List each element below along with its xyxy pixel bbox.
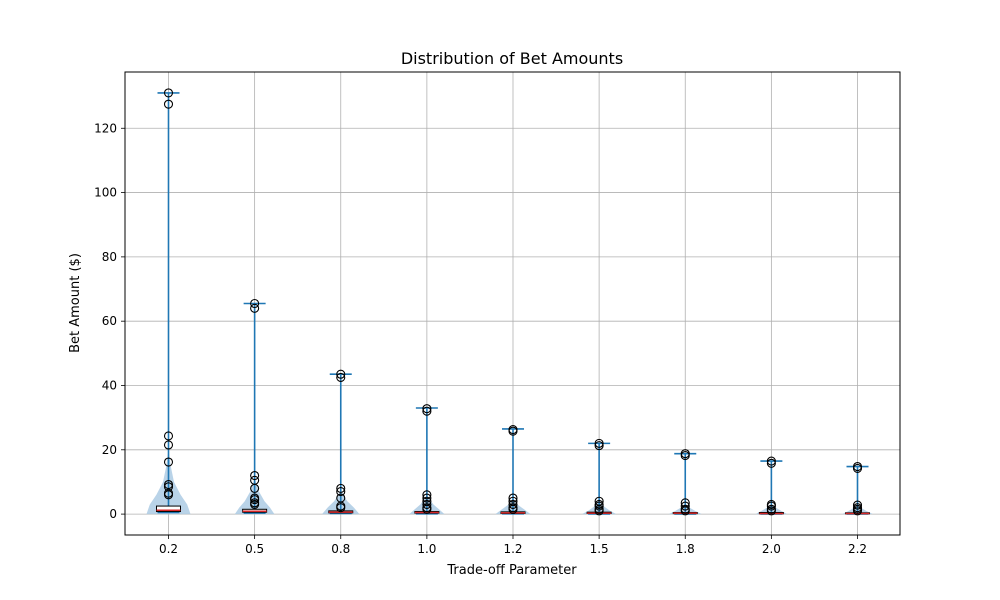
outlier-point — [594, 438, 604, 448]
outlier-point — [250, 493, 260, 503]
outlier-point — [163, 440, 174, 450]
x-tick-label: 1.0 — [417, 542, 436, 556]
x-tick-label: 2.2 — [848, 542, 867, 556]
outlier-point — [163, 482, 174, 492]
outlier-point — [336, 372, 346, 383]
box — [156, 505, 181, 513]
tick-layer: 0 20 40 60 80 100 120 0.2 0.5 0.8 1.0 1.2 1.5 1.8 2.0 2… — [94, 121, 867, 556]
outlier-point — [250, 470, 260, 481]
outlier-point — [422, 404, 432, 414]
outlier-point — [250, 303, 260, 313]
outlier-point — [163, 457, 174, 467]
outlier-point — [508, 493, 518, 503]
y-tick-label: 60 — [102, 314, 117, 328]
outlier-point — [422, 503, 432, 513]
y-tick-label: 40 — [102, 378, 117, 392]
outlier-point — [508, 499, 518, 510]
y-tick-label: 120 — [94, 121, 117, 135]
outlier-point — [766, 504, 776, 514]
box-layer — [156, 88, 870, 516]
y-axis-label: Bet Amount ($) — [68, 253, 83, 353]
outlier-point — [336, 369, 346, 379]
x-tick-label: 0.2 — [159, 542, 178, 556]
outlier-point — [250, 475, 260, 485]
outlier-point — [422, 499, 432, 510]
outlier-point — [594, 496, 604, 506]
outlier-point — [680, 498, 690, 508]
outlier-point — [250, 498, 260, 508]
outlier-point — [163, 431, 174, 441]
outlier-point — [508, 496, 518, 506]
outlier-point — [680, 501, 690, 511]
outlier-point — [766, 456, 776, 466]
outlier-point — [422, 406, 432, 416]
outlier-point — [163, 488, 174, 498]
y-tick-label: 20 — [102, 443, 117, 457]
outlier-point — [336, 493, 346, 503]
plot-frame — [124, 71, 901, 536]
outlier-point — [594, 499, 604, 510]
y-tick-label: 0 — [109, 507, 117, 521]
outlier-point — [422, 493, 432, 503]
outlier-point — [508, 503, 518, 513]
outlier-point — [852, 500, 863, 510]
y-tick-label: 100 — [94, 186, 117, 200]
outlier-point — [422, 490, 432, 500]
x-tick-label: 1.8 — [676, 542, 695, 556]
outlier-point — [508, 424, 518, 435]
outlier-point — [680, 504, 690, 514]
x-tick-label: 1.2 — [503, 542, 522, 556]
x-tick-label: 0.5 — [245, 542, 264, 556]
x-tick-label: 1.5 — [590, 542, 609, 556]
y-tick-label: 80 — [102, 250, 117, 264]
outlier-point — [163, 479, 174, 490]
outlier-point — [163, 99, 174, 109]
x-tick-label: 0.8 — [331, 542, 350, 556]
outlier-point — [766, 499, 776, 510]
outlier-point — [422, 496, 432, 506]
outlier-point — [336, 483, 346, 493]
outlier-point — [852, 503, 863, 513]
outlier-point — [594, 441, 604, 451]
chart-title: Distribution of Bet Amounts — [401, 49, 623, 68]
x-axis-label: Trade-off Parameter — [446, 563, 577, 578]
outlier-point — [766, 458, 776, 468]
outlier-point — [163, 88, 174, 98]
outlier-point — [852, 461, 863, 472]
x-tick-label: 2.0 — [762, 542, 781, 556]
outlier-point — [250, 298, 260, 309]
outlier-point — [336, 487, 346, 497]
outlier-point — [680, 449, 690, 459]
